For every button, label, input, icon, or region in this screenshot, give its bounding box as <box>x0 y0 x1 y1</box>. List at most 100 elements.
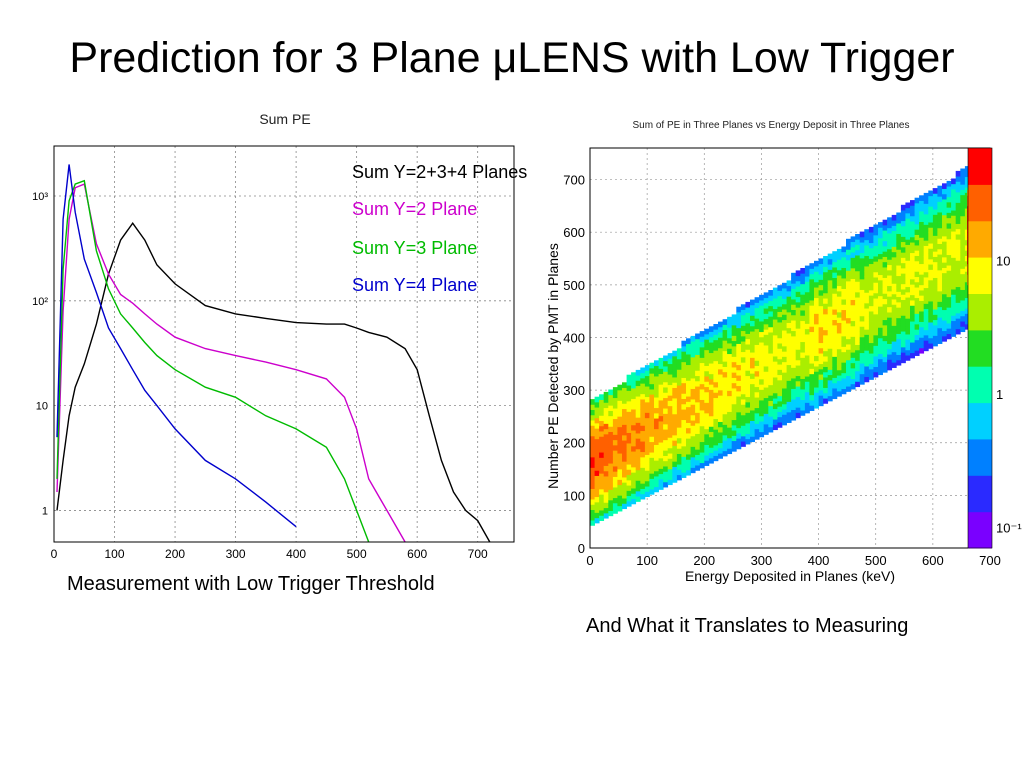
heatmap-cell <box>626 443 632 449</box>
heatmap-cell <box>891 304 897 311</box>
heatmap-cell <box>900 294 906 300</box>
heatmap-cell <box>827 337 833 344</box>
heatmap-cell <box>772 340 778 346</box>
heatmap-cell <box>667 426 673 433</box>
heatmap-cell <box>946 286 952 292</box>
heatmap-cell <box>681 424 687 431</box>
heatmap-cell <box>905 265 911 272</box>
heatmap-cell <box>722 429 728 436</box>
heatmap-cell <box>722 345 728 352</box>
heatmap-cell <box>841 278 847 284</box>
heatmap-cell <box>823 292 829 299</box>
heatmap-cell <box>846 244 851 250</box>
heatmap-cell <box>658 457 664 464</box>
heatmap-cell <box>759 336 765 343</box>
heatmap-cell <box>695 365 701 371</box>
heatmap-cell <box>928 248 934 255</box>
heatmap-cell <box>708 400 714 406</box>
heatmap-cell <box>718 353 723 359</box>
heatmap-cell <box>932 193 938 200</box>
heatmap-cell <box>768 421 774 428</box>
heatmap-cell <box>672 382 678 388</box>
heatmap-cell <box>791 346 797 353</box>
heatmap-cell <box>745 433 751 440</box>
heatmap-cell <box>946 238 952 245</box>
heatmap-cell <box>855 381 861 388</box>
heatmap-cell <box>740 314 746 321</box>
heatmap-cell <box>713 376 719 383</box>
heatmap-cell <box>896 344 902 350</box>
heatmap-cell <box>818 347 824 354</box>
heatmap-cell <box>841 346 847 353</box>
heatmap-cell <box>942 314 947 321</box>
y-axis-label: Number PE Detected by PMT in Planes <box>545 243 561 489</box>
heatmap-cell <box>635 369 641 376</box>
heatmap-cell <box>937 306 943 313</box>
heatmap-cell <box>859 336 865 343</box>
heatmap-cell <box>672 435 678 441</box>
heatmap-cell <box>891 293 897 300</box>
heatmap-cell <box>804 402 810 409</box>
heatmap-cell <box>699 373 705 379</box>
heatmap-cell <box>649 383 655 390</box>
color-scale-swatch <box>968 257 992 294</box>
heatmap-cell <box>800 368 806 374</box>
heatmap-cell <box>882 219 888 226</box>
heatmap-cell <box>777 358 783 365</box>
heatmap-cell <box>631 440 637 447</box>
heatmap-cell <box>777 406 783 412</box>
heatmap-cell <box>649 399 655 406</box>
heatmap-cell <box>654 434 659 440</box>
heatmap-cell <box>836 369 842 376</box>
heatmap-cell <box>649 431 655 437</box>
heatmap-cell <box>777 295 783 302</box>
heatmap-cell <box>667 384 673 391</box>
heatmap-cell <box>763 360 769 367</box>
heatmap-cell <box>695 433 701 440</box>
heatmap-cell <box>736 375 742 381</box>
heatmap-cell <box>699 425 705 432</box>
heatmap-cell <box>654 402 659 409</box>
heatmap-cell <box>740 325 746 332</box>
heatmap-cell <box>608 463 614 469</box>
heatmap-cell <box>649 462 655 469</box>
heatmap-cell <box>836 322 842 329</box>
heatmap-cell <box>708 357 714 364</box>
heatmap-cell <box>878 358 883 365</box>
heatmap-cell <box>768 358 774 365</box>
heatmap-cell <box>873 282 879 289</box>
heatmap-cell <box>777 401 783 407</box>
heatmap-cell <box>772 298 778 304</box>
heatmap-cell <box>818 337 824 344</box>
heatmap-cell <box>910 347 915 354</box>
heatmap-cell <box>873 256 879 262</box>
heatmap-cell <box>868 332 874 338</box>
heatmap-cell <box>713 324 719 330</box>
heatmap-cell <box>644 491 650 498</box>
heatmap-cell <box>891 251 897 258</box>
heatmap-cell <box>791 278 797 284</box>
heatmap-cell <box>814 292 819 299</box>
heatmap-cell <box>946 202 952 208</box>
heatmap-cell <box>622 498 627 504</box>
heatmap-cell <box>951 320 957 327</box>
heatmap-cell <box>617 411 623 417</box>
heatmap-cell <box>850 378 856 385</box>
heatmap-cell <box>923 256 929 262</box>
heatmap-cell <box>942 230 947 237</box>
heatmap-cell <box>887 333 893 339</box>
heatmap-cell <box>649 404 655 411</box>
heatmap-cell <box>631 414 637 421</box>
heatmap-cell <box>900 310 906 316</box>
heatmap-cell <box>699 441 705 448</box>
heatmap-cell <box>923 203 929 210</box>
heatmap-cell <box>836 343 842 350</box>
heatmap-cell <box>686 385 691 392</box>
heatmap-cell <box>900 320 906 327</box>
heatmap-cell <box>640 441 646 447</box>
heatmap-cell <box>708 331 714 338</box>
heatmap-cell <box>960 268 966 275</box>
heatmap-cell <box>937 222 943 229</box>
heatmap-cell <box>946 244 952 250</box>
heatmap-cell <box>887 264 893 271</box>
